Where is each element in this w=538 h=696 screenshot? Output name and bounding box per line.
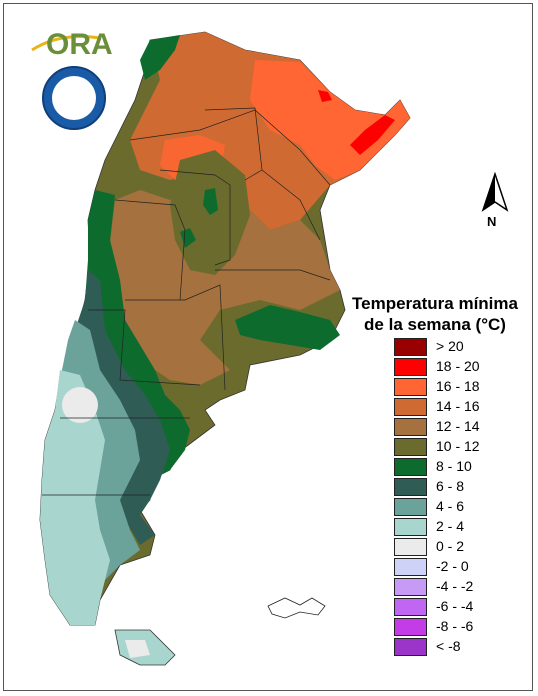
- north-label: N: [487, 214, 497, 229]
- legend-item: > 20: [394, 337, 534, 357]
- legend-swatch: [394, 518, 427, 536]
- legend-swatch: [394, 578, 427, 596]
- ora-logo-swoosh: [31, 35, 101, 52]
- legend-item: 0 - 2: [394, 537, 534, 557]
- legend-item: 4 - 6: [394, 497, 534, 517]
- legend-swatch: [394, 638, 427, 656]
- legend-item: 12 - 14: [394, 417, 534, 437]
- legend-item: -4 - -2: [394, 577, 534, 597]
- legend-swatch: [394, 418, 427, 436]
- zone-18-20: [350, 115, 395, 155]
- smn-seal-icon: [42, 66, 106, 130]
- malvinas-islands: [267, 597, 326, 619]
- legend-label: -4 - -2: [436, 578, 474, 594]
- legend-swatch: [394, 618, 427, 636]
- legend-label: < -8: [436, 638, 461, 654]
- legend-swatch: [394, 398, 427, 416]
- legend-item: 6 - 8: [394, 477, 534, 497]
- legend-item: 10 - 12: [394, 437, 534, 457]
- legend-label: 4 - 6: [436, 498, 465, 514]
- legend-swatch: [394, 378, 427, 396]
- legend-swatch: [394, 538, 427, 556]
- legend-item: 8 - 10: [394, 457, 534, 477]
- zone-12-14: [108, 185, 340, 385]
- legend-item: 2 - 4: [394, 517, 534, 537]
- legend-label: > 20: [436, 338, 464, 354]
- legend-label: 14 - 16: [436, 398, 480, 414]
- legend-label: 12 - 14: [436, 418, 480, 434]
- legend-item: -8 - -6: [394, 617, 534, 637]
- legend-swatch: [394, 338, 427, 356]
- legend-swatch: [394, 458, 427, 476]
- legend-swatch: [394, 498, 427, 516]
- legend-item: -6 - -4: [394, 597, 534, 617]
- legend-item: < -8: [394, 637, 534, 657]
- zone-16-18-ne: [250, 60, 410, 180]
- zone-18-20-top: [318, 90, 332, 102]
- legend-label: -6 - -4: [436, 598, 474, 614]
- legend-swatch: [394, 478, 427, 496]
- legend-item: -2 - 0: [394, 557, 534, 577]
- legend-label: 8 - 10: [436, 458, 472, 474]
- zone-8-10-andes: [85, 190, 190, 480]
- zone-0-2: [62, 387, 98, 423]
- legend-item: 18 - 20: [394, 357, 534, 377]
- north-arrow-icon: [481, 172, 509, 212]
- legend-title: Temperatura mínima de la semana (°C): [340, 293, 530, 335]
- legend-title-line2: de la semana (°C): [364, 315, 506, 334]
- zone-2-4: [40, 370, 110, 625]
- legend-swatch: [394, 438, 427, 456]
- legend-swatch: [394, 558, 427, 576]
- legend-item: 16 - 18: [394, 377, 534, 397]
- legend-title-line1: Temperatura mínima: [352, 294, 518, 313]
- zone-8-10-east: [235, 305, 340, 350]
- legend-label: 6 - 8: [436, 478, 465, 494]
- zone-8-10-west: [140, 35, 180, 80]
- legend-label: 18 - 20: [436, 358, 480, 374]
- legend-label: -8 - -6: [436, 618, 474, 634]
- legend-swatch: [394, 598, 427, 616]
- legend-label: 0 - 2: [436, 538, 465, 554]
- legend-label: -2 - 0: [436, 558, 469, 574]
- zone-8-10-spot: [203, 188, 218, 215]
- ora-logo-text: ORA: [46, 28, 113, 61]
- legend-swatch: [394, 358, 427, 376]
- legend-item: 14 - 16: [394, 397, 534, 417]
- legend-label: 2 - 4: [436, 518, 465, 534]
- legend-label: 16 - 18: [436, 378, 480, 394]
- tdf-cold: [125, 640, 150, 658]
- legend-label: 10 - 12: [436, 438, 480, 454]
